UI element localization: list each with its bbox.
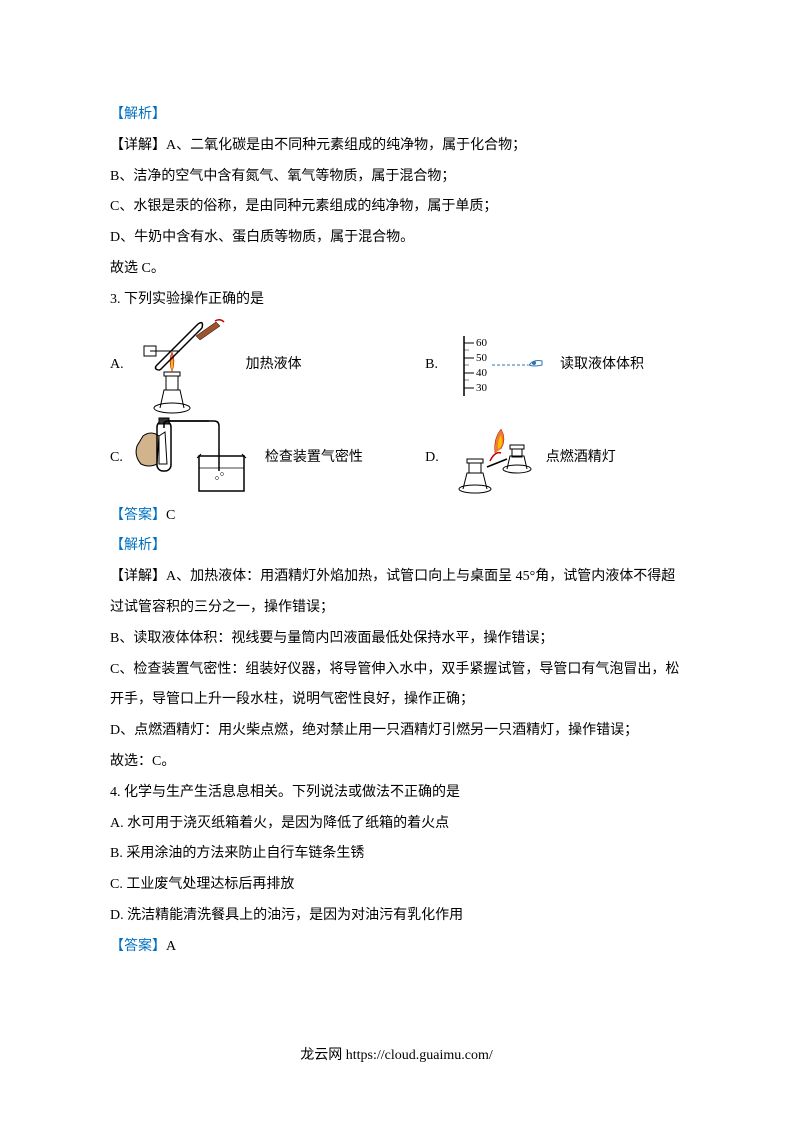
diagram-light-lamp	[445, 421, 540, 496]
tick-60: 60	[476, 337, 488, 349]
q2-detail-c: C、水银是汞的俗称，是由同种元素组成的纯净物，属于单质；	[110, 192, 683, 223]
q3-option-a-text: 加热液体	[246, 350, 302, 381]
q2-detail-b: B、洁净的空气中含有氮气、氧气等物质，属于混合物；	[110, 162, 683, 193]
q3-options-row-2: C. 检查装置气密性 D.	[110, 416, 683, 501]
q3-detail-b: B、读取液体体积：视线要与量筒内凹液面最低处保持水平，操作错误；	[110, 624, 683, 655]
diagram-read-volume: 60 50 40 30	[444, 331, 554, 401]
q4-answer-value: A	[166, 939, 176, 954]
tick-40: 40	[476, 367, 488, 379]
q3-answer-value: C	[166, 508, 175, 523]
q3-options-row-1: A. 加热液体	[110, 316, 683, 416]
q3-option-d-text: 点燃酒精灯	[546, 443, 616, 474]
q3-detail-a: 【详解】A、加热液体：用酒精灯外焰加热，试管口向上与桌面呈 45°角，试管内液体…	[110, 562, 683, 624]
q3-option-b-letter: B.	[425, 350, 438, 381]
detail-label-q3: 【详解】	[110, 569, 166, 584]
page-footer: 龙云网 https://cloud.guaimu.com/	[0, 1041, 793, 1072]
q2-detail-a: 【详解】A、二氧化碳是由不同种元素组成的纯净物，属于化合物；	[110, 131, 683, 162]
q4-option-d: D. 洗洁精能清洗餐具上的油污，是因为对油污有乳化作用	[110, 901, 683, 932]
q2-detail-d: D、牛奶中含有水、蛋白质等物质，属于混合物。	[110, 223, 683, 254]
q4-option-b: B. 采用涂油的方法来防止自行车链条生锈	[110, 839, 683, 870]
q3-option-a: A. 加热液体	[110, 316, 425, 416]
tick-30: 30	[476, 382, 488, 394]
q3-detail-c: C、检查装置气密性：组装好仪器，将导管伸入水中，双手紧握试管，导管口有气泡冒出，…	[110, 655, 683, 717]
q3-option-c-letter: C.	[110, 443, 123, 474]
analysis-label-q3: 【解析】	[110, 531, 683, 562]
analysis-label-1: 【解析】	[110, 100, 683, 131]
q4-option-a: A. 水可用于浇灭纸箱着火，是因为降低了纸箱的着火点	[110, 809, 683, 840]
q4-answer: 【答案】A	[110, 932, 683, 963]
tick-50: 50	[476, 352, 488, 364]
q4-option-c: C. 工业废气处理达标后再排放	[110, 870, 683, 901]
page-content: 【解析】 【详解】A、二氧化碳是由不同种元素组成的纯净物，属于化合物； B、洁净…	[110, 100, 683, 963]
q3-option-b-text: 读取液体体积	[560, 350, 644, 381]
diagram-airtight	[129, 416, 259, 501]
q3-option-a-letter: A.	[110, 350, 124, 381]
q3-detail-a-text: A、加热液体：用酒精灯外焰加热，试管口向上与桌面呈 45°角，试管内液体不得超过…	[110, 569, 675, 615]
detail-label: 【详解】	[110, 138, 166, 153]
q3-detail-d: D、点燃酒精灯：用火柴点燃，绝对禁止用一只酒精灯引燃另一只酒精灯，操作错误；	[110, 716, 683, 747]
q3-conclusion: 故选：C。	[110, 747, 683, 778]
diagram-heat-liquid	[130, 316, 240, 416]
q2-detail-a-text: A、二氧化碳是由不同种元素组成的纯净物，属于化合物；	[166, 138, 526, 153]
q3-option-d-letter: D.	[425, 443, 439, 474]
q3-option-c-text: 检查装置气密性	[265, 443, 363, 474]
answer-label-q4: 【答案】	[110, 939, 166, 954]
q3-option-b: B. 60 50 40 30	[425, 316, 683, 416]
q3-question: 3. 下列实验操作正确的是	[110, 285, 683, 316]
q2-conclusion: 故选 C。	[110, 254, 683, 285]
q3-option-d: D. 点燃酒精灯	[425, 416, 683, 501]
answer-label-q3: 【答案】	[110, 508, 166, 523]
q3-answer: 【答案】C	[110, 501, 683, 532]
q4-question: 4. 化学与生产生活息息相关。下列说法或做法不正确的是	[110, 778, 683, 809]
q3-option-c: C. 检查装置气密性	[110, 416, 425, 501]
